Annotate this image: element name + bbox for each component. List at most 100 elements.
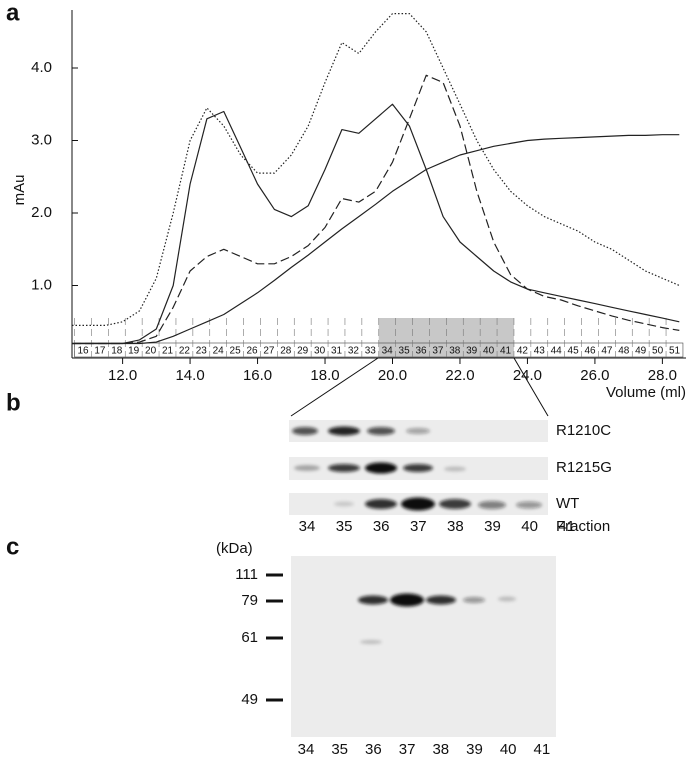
y-tick-label: 1.0 [31,276,52,293]
band [426,595,456,605]
band [358,595,388,605]
fraction-label: 29 [297,346,309,357]
lane-label: 35 [336,518,353,535]
lane-label: 37 [399,741,416,758]
lane-label: 34 [299,518,316,535]
x-tick-label: 26.0 [580,367,609,384]
band [328,426,360,436]
marker-label: 111 [235,566,258,583]
zoom-line [290,357,379,417]
fraction-label: 47 [601,346,613,357]
fraction-label: 17 [94,346,106,357]
lane-label: 41 [534,741,551,758]
lane-label: 40 [500,741,517,758]
row-label: WT [556,495,579,512]
fraction-label: 49 [635,346,647,357]
x-tick-label: 18.0 [310,367,339,384]
fraction-label: 38 [449,346,461,357]
fraction-label: 35 [399,346,411,357]
lane-label: 40 [521,518,538,535]
lane-label: 39 [484,518,501,535]
x-tick-label: 16.0 [243,367,272,384]
fraction-label: 27 [263,346,275,357]
fraction-label: 48 [618,346,630,357]
fraction-label: 25 [230,346,242,357]
fraction-label: 20 [145,346,157,357]
x-tick-label: 14.0 [175,367,204,384]
band [498,596,516,602]
band [292,427,318,435]
band [334,501,354,507]
marker-label: 49 [241,691,258,708]
blot-b [289,420,548,515]
row-label: R1210C [556,422,611,439]
band [367,427,395,435]
series-line [72,134,680,345]
lane-label: 38 [447,518,464,535]
y-tick-label: 2.0 [31,204,52,221]
lane-label: 34 [298,741,315,758]
lanes-title: Fraction [556,518,610,535]
band [444,466,466,472]
fraction-label: 26 [246,346,258,357]
series-line [72,103,680,345]
y-axis-title: mAu [11,175,28,206]
x-tick-label: 20.0 [378,367,407,384]
band [328,464,360,472]
band [406,428,430,434]
fraction-label: 46 [584,346,596,357]
y-tick-label: 3.0 [31,131,52,148]
marker-label: 79 [241,592,258,609]
fraction-label: 30 [314,346,326,357]
row-label: R1215G [556,459,612,476]
marker-label: 61 [241,629,258,646]
fraction-label: 39 [466,346,478,357]
fraction-label: 42 [517,346,529,357]
panel-label: a [6,0,20,26]
x-tick-label: 22.0 [445,367,474,384]
lane-label: 39 [466,741,483,758]
lane-label: 36 [373,518,390,535]
fraction-label: 18 [111,346,123,357]
fraction-label: 50 [652,346,664,357]
x-tick-label: 28.0 [648,367,677,384]
band [478,501,506,509]
lane-label: 37 [410,518,427,535]
unit-label: (kDa) [216,540,253,557]
blot-c [291,556,556,737]
lane-label: 41 [558,518,575,535]
fraction-label: 37 [432,346,444,357]
fraction-label: 44 [551,346,563,357]
fraction-label: 45 [568,346,580,357]
zoom-line [513,357,549,417]
bands [358,593,516,644]
band [390,593,424,607]
x-tick-label: 24.0 [513,367,542,384]
panel-label: c [6,533,19,560]
gel [291,556,556,737]
x-axis-title: Volume (ml) [606,384,686,401]
fraction-label: 31 [331,346,343,357]
panel-label: b [6,389,21,416]
fraction-label: 36 [415,346,427,357]
fraction-label: 23 [196,346,208,357]
fraction-label: 16 [77,346,89,357]
fraction-label: 43 [534,346,546,357]
fraction-label: 40 [483,346,495,357]
band [294,465,320,471]
series-line [72,74,680,345]
fraction-label: 21 [162,346,174,357]
fraction-label: 32 [348,346,360,357]
band [360,640,382,644]
bands [292,426,542,511]
band [516,501,542,509]
lane-label: 36 [365,741,382,758]
band [439,499,471,509]
fraction-label: 19 [128,346,140,357]
fraction-label: 51 [669,346,681,357]
lane-label: 35 [331,741,348,758]
band [365,499,397,509]
band [365,462,397,474]
fraction-label: 22 [179,346,191,357]
